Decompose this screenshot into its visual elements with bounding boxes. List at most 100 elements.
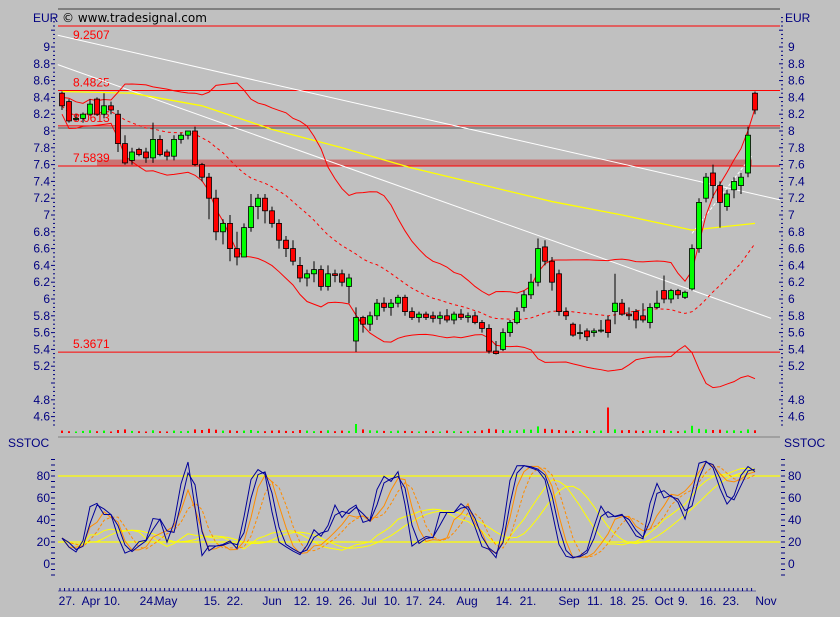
y-tick-label-left: 5.2 — [33, 359, 50, 373]
volume-bar — [404, 430, 406, 433]
copyright-text: © www.tradesignal.com — [62, 11, 207, 25]
stoch-tick-label-right: 80 — [788, 469, 802, 483]
x-tick-label: 26. — [339, 594, 356, 608]
candle — [682, 291, 688, 298]
volume-bar — [565, 430, 567, 433]
candle — [591, 330, 597, 334]
stoch-slow-line — [61, 467, 756, 551]
volume-bar — [439, 431, 441, 433]
volume-bar — [502, 430, 504, 433]
volume-bar — [530, 429, 532, 433]
candle — [423, 313, 429, 318]
y-tick-label-right: 6.6 — [788, 242, 805, 256]
candle — [192, 130, 198, 165]
bollinger-middle — [61, 105, 756, 321]
candle — [262, 197, 268, 212]
stoch-tick-label-right: 0 — [788, 557, 795, 571]
candle — [269, 210, 275, 224]
x-tick-label: Jun — [262, 594, 281, 608]
candle — [738, 176, 744, 186]
candle — [556, 273, 562, 312]
candle — [360, 317, 366, 325]
volume-bar — [103, 430, 105, 433]
candle — [507, 322, 513, 333]
candle — [612, 302, 618, 313]
candle — [80, 113, 86, 119]
candle — [59, 92, 65, 107]
candle — [724, 193, 730, 208]
volume-bar — [376, 430, 378, 433]
candle — [465, 315, 471, 318]
stoch-tick-label-right: 60 — [788, 491, 802, 505]
candle — [143, 151, 149, 159]
volume-bar — [495, 429, 497, 433]
candle — [689, 248, 695, 290]
volume-bar — [418, 431, 420, 433]
candle — [710, 172, 716, 187]
y-tick-label-left: 8.6 — [33, 74, 50, 88]
volume-bar — [390, 431, 392, 433]
candle — [444, 315, 450, 321]
stoch-tick-label-left: 80 — [37, 469, 51, 483]
volume-bar — [117, 430, 119, 433]
y-tick-label-right: 8.8 — [788, 57, 805, 71]
volume-bar — [313, 431, 315, 433]
x-tick-label: Apr — [82, 594, 101, 608]
y-tick-label-right: 7.6 — [788, 158, 805, 172]
stoch-fast-line — [61, 460, 756, 559]
candle — [458, 313, 464, 318]
volume-bar — [348, 430, 350, 433]
volume-bar — [320, 430, 322, 433]
volume-bar — [369, 430, 371, 433]
volume-bar — [159, 431, 161, 433]
x-tick-label: 14. — [496, 594, 513, 608]
y-tick-label-left: 8.4 — [33, 90, 50, 104]
volume-bar — [663, 430, 665, 433]
stoch-tick-label-left: 40 — [37, 513, 51, 527]
candle — [346, 277, 352, 287]
y-tick-label-left: 9 — [43, 40, 50, 54]
candle — [479, 322, 485, 329]
volume-bar — [264, 431, 266, 433]
candle — [647, 306, 653, 323]
y-tick-label-right: 6 — [788, 292, 795, 306]
candle — [206, 176, 212, 199]
x-axis: 27. Apr 10. 24.May 15. 22. Jun 12. 19. 26. Jul 10. 1… — [58, 588, 777, 608]
candle — [402, 296, 408, 313]
candle — [409, 311, 415, 318]
volume-bar — [229, 430, 231, 433]
y-tick-label-right: 7.4 — [788, 174, 805, 188]
volume-bar — [166, 431, 168, 433]
volume-bar — [110, 431, 112, 433]
candle — [654, 302, 660, 308]
volume-bar — [271, 430, 273, 433]
volume-bar — [411, 431, 413, 433]
candle — [661, 290, 667, 300]
currency-label-left: EUR — [33, 11, 59, 25]
candle — [241, 227, 247, 258]
x-tick-label: 18. — [610, 594, 627, 608]
bollinger-lower — [61, 113, 756, 389]
candle — [101, 105, 107, 115]
candle — [486, 327, 492, 352]
candle — [640, 315, 646, 321]
volume-bar — [341, 430, 343, 433]
level-label: 5.3671 — [73, 337, 110, 351]
y-tick-label-left: 6.6 — [33, 242, 50, 256]
candle — [731, 180, 737, 191]
y-tick-label-right: 6.4 — [788, 258, 805, 272]
volume-bar — [446, 430, 448, 433]
x-tick-label: 25. — [632, 594, 649, 608]
y-tick-label-right: 7.8 — [788, 141, 805, 155]
volume-bar — [656, 430, 658, 433]
candle — [668, 290, 674, 300]
stoch-title-left: SSTOC — [8, 436, 49, 450]
y-tick-label-right: 8.4 — [788, 90, 805, 104]
x-tick-label: Oct — [655, 594, 674, 608]
y-tick-label-right: 5.2 — [788, 359, 805, 373]
y-tick-label-right: 7.2 — [788, 191, 805, 205]
volume-bar — [432, 431, 434, 433]
y-tick-label-right: 8 — [788, 124, 795, 138]
candle — [430, 315, 436, 319]
